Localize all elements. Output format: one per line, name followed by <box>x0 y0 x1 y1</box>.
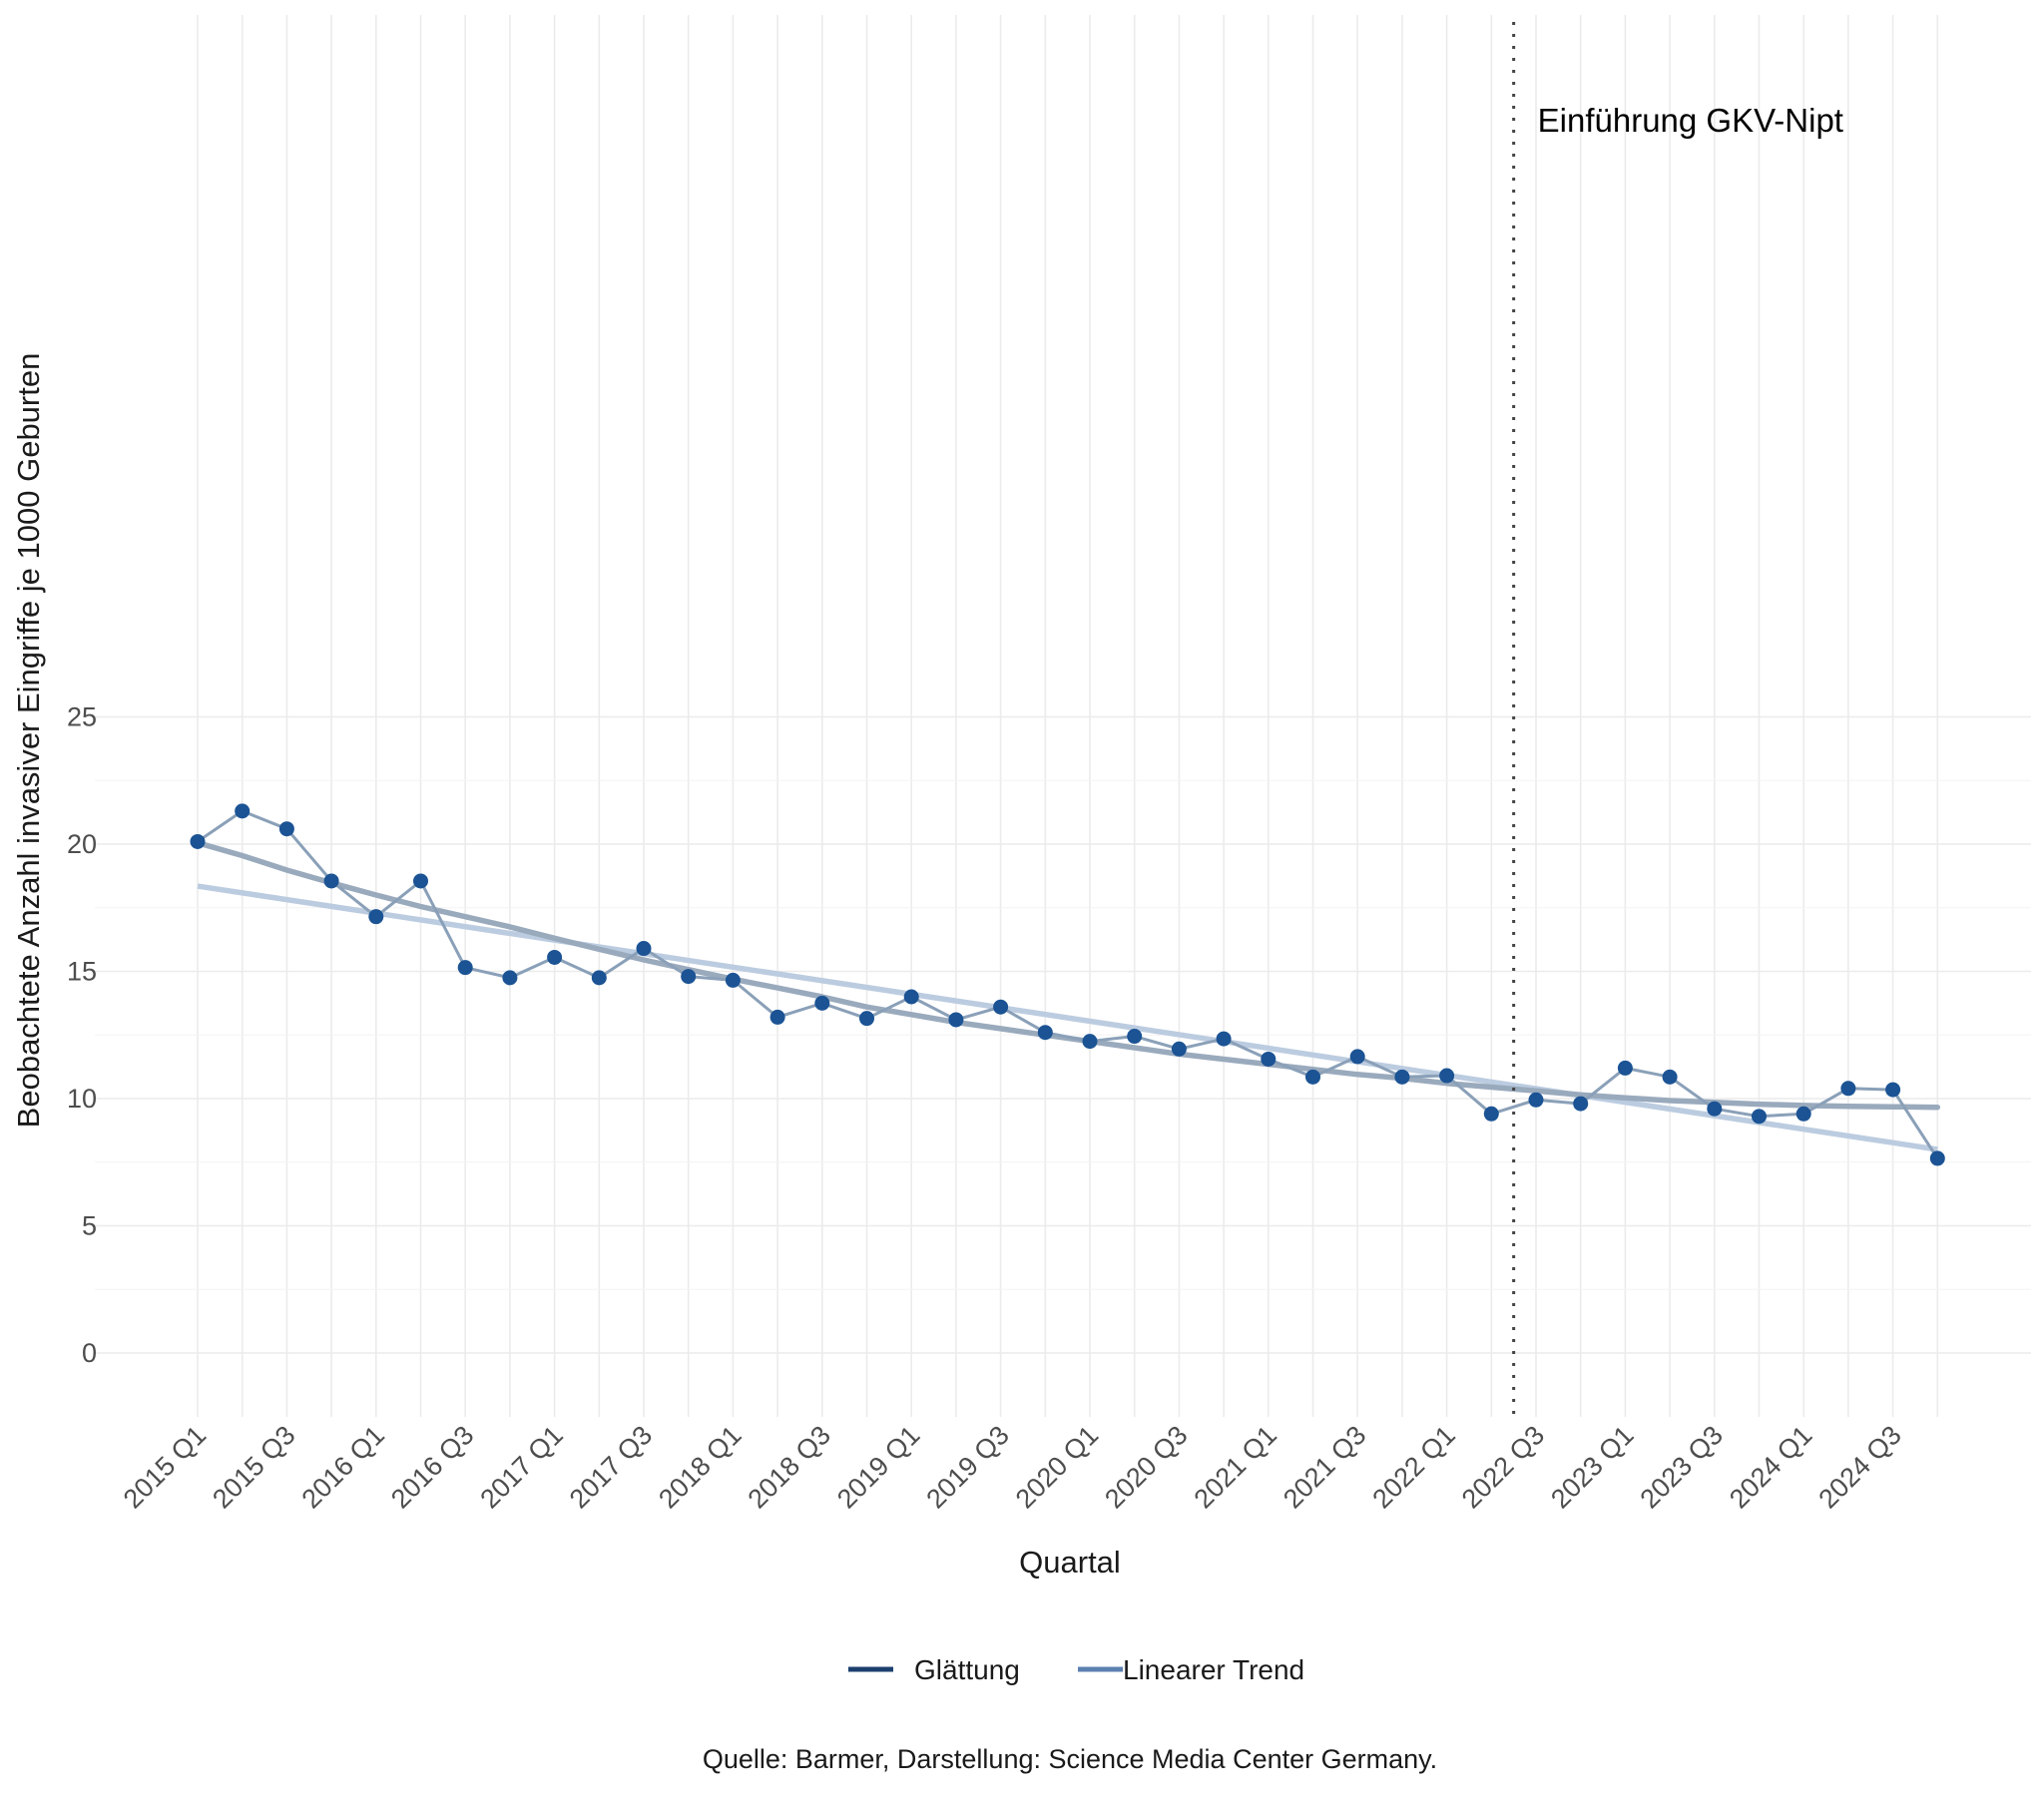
data-point <box>190 833 206 849</box>
data-point <box>1082 1034 1098 1050</box>
y-tick-label: 5 <box>82 1211 97 1241</box>
data-point <box>323 873 339 889</box>
y-tick-label: 0 <box>82 1338 97 1368</box>
data-point <box>591 970 607 986</box>
data-point <box>859 1011 874 1027</box>
data-point <box>235 803 251 819</box>
data-point <box>1349 1049 1365 1065</box>
data-point <box>457 960 473 976</box>
legend-label-glaettung: Glättung <box>914 1654 1020 1685</box>
data-point <box>368 909 384 925</box>
y-tick-label: 20 <box>67 829 97 859</box>
data-point <box>1840 1081 1856 1097</box>
data-point <box>814 995 830 1011</box>
linear-trend-line <box>197 883 1938 1152</box>
data-point <box>1439 1068 1455 1084</box>
y-tick-label: 15 <box>67 957 97 987</box>
data-point <box>769 1009 785 1025</box>
data-point <box>1929 1150 1945 1166</box>
data-point <box>993 999 1009 1015</box>
data-point <box>1216 1031 1232 1047</box>
y-tick-labels: 0 5 10 15 20 25 <box>67 702 97 1369</box>
data-point <box>1483 1106 1499 1122</box>
data-point <box>636 941 652 957</box>
data-point <box>1127 1029 1143 1045</box>
x-axis-title: Quartal <box>1019 1545 1121 1580</box>
data-point <box>1573 1096 1589 1112</box>
data-point <box>1752 1109 1767 1125</box>
data-point <box>681 969 697 985</box>
data-point <box>948 1012 964 1028</box>
annotation-label: Einführung GKV-Nipt <box>1538 102 1843 139</box>
data-point <box>1707 1101 1723 1117</box>
data-point <box>1885 1082 1901 1098</box>
y-axis-title: Beobachtete Anzahl invasiver Eingriffe j… <box>11 353 46 1129</box>
data-point <box>1662 1069 1678 1085</box>
data-point <box>547 949 563 965</box>
data-point <box>413 873 428 889</box>
data-point <box>903 989 919 1005</box>
data-point <box>725 972 741 988</box>
plot-marks <box>190 22 1945 1417</box>
data-point <box>278 821 294 837</box>
observed-line <box>197 809 1939 1159</box>
y-tick-label: 10 <box>67 1084 97 1114</box>
caption: Quelle: Barmer, Darstellung: Science Med… <box>703 1744 1437 1774</box>
y-tick-label: 25 <box>67 702 97 732</box>
data-point <box>1171 1041 1187 1057</box>
data-point <box>1261 1051 1277 1067</box>
data-point <box>502 970 518 986</box>
data-point <box>1037 1025 1053 1041</box>
legend: Glättung Linearer Trend <box>848 1654 1304 1685</box>
data-point <box>1305 1069 1320 1085</box>
data-point <box>1795 1106 1811 1122</box>
data-point <box>1528 1092 1544 1108</box>
legend-label-linearer-trend: Linearer Trend <box>1123 1654 1304 1685</box>
data-point <box>1617 1060 1633 1076</box>
data-point <box>1394 1069 1410 1085</box>
